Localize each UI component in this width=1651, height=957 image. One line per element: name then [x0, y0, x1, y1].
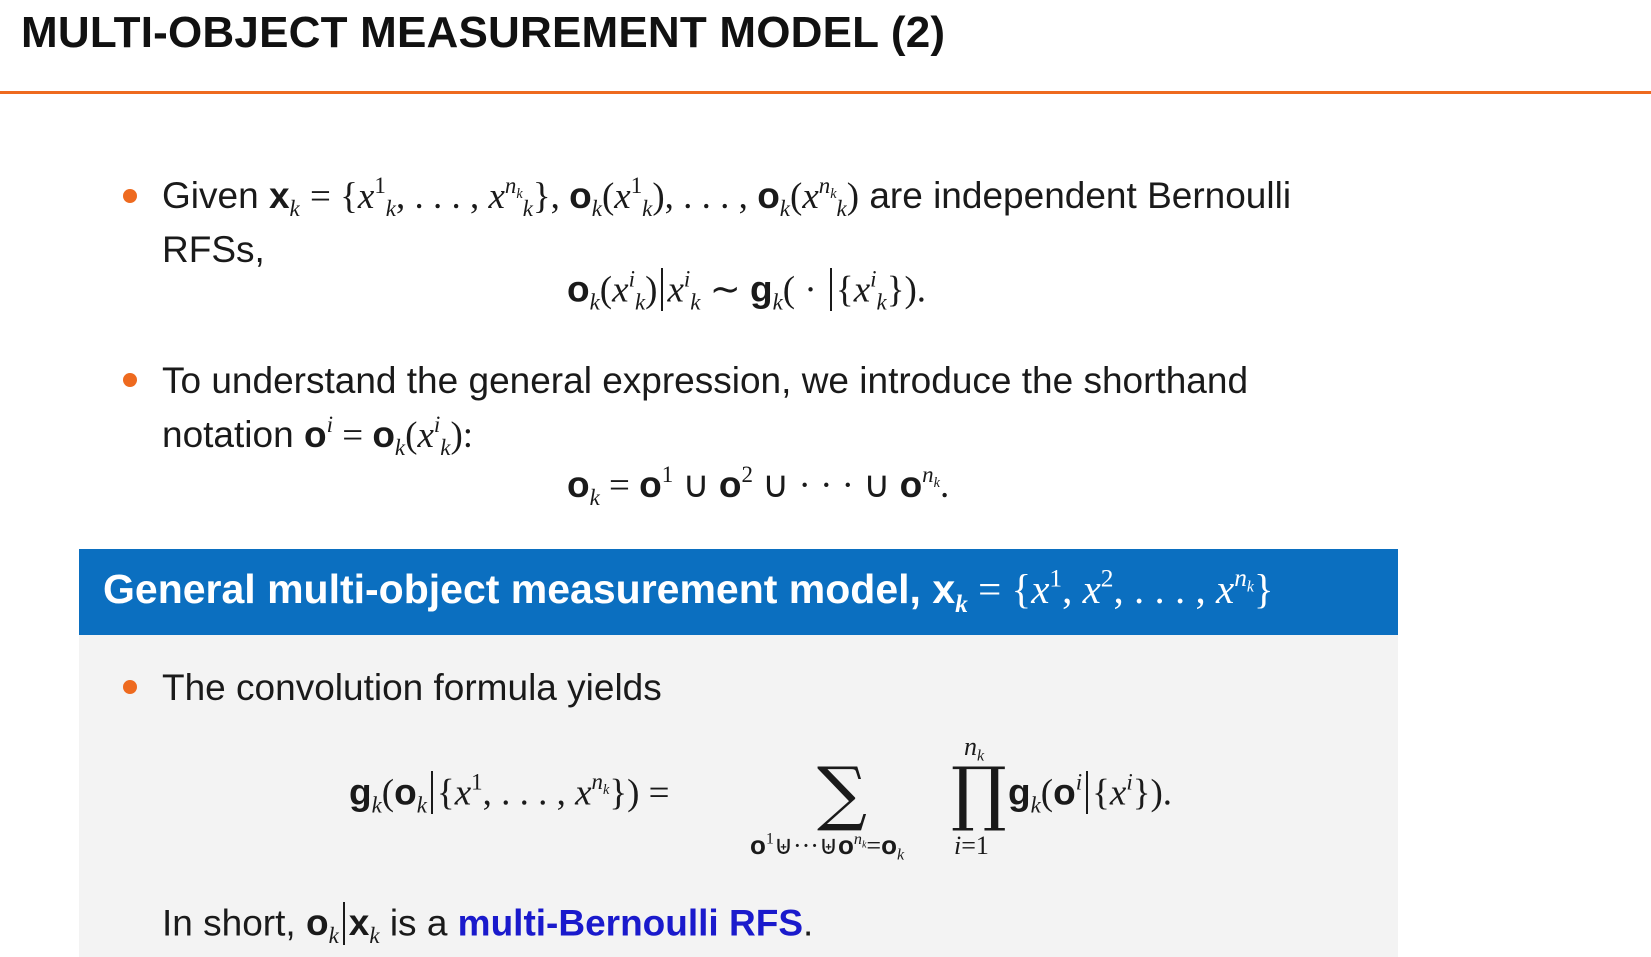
- in-short-math: ok xk: [305, 902, 380, 949]
- bullet-1-math-a: xk = {x1k, . . . , xnkk}, ok(x1k), . . .…: [268, 173, 860, 222]
- model-block-header: General multi-object measurement model, …: [79, 549, 1398, 635]
- in-short-period: .: [803, 902, 814, 944]
- bullet-1-line-1: Given xk = {x1k, . . . , xnkk}, ok(x1k),…: [162, 173, 1292, 222]
- model-block-body: [79, 635, 1398, 957]
- bullet-2-notation: notation: [162, 414, 294, 455]
- in-short-prefix: In short,: [162, 902, 296, 944]
- block-bullet-line: The convolution formula yields: [162, 667, 662, 708]
- model-block-title-math: xk = {x1, x2, . . . , xnk}: [932, 564, 1274, 618]
- bullet-1-given: Given: [162, 175, 259, 216]
- slide-title: MULTI-OBJECT MEASUREMENT MODEL (2): [21, 8, 946, 57]
- bullet-2-math: oi = ok(xik):: [303, 412, 474, 461]
- bullet-2-line-2: notation oi = ok(xik):: [162, 412, 474, 461]
- multi-bernoulli-link[interactable]: multi-Bernoulli RFS: [457, 902, 803, 944]
- convolution-rhs: gk(oi {xi}).: [1008, 769, 1173, 818]
- bullet-2-line-1: To understand the general expression, we…: [162, 360, 1249, 401]
- model-block-title-text: General multi-object measurement model,: [103, 566, 921, 612]
- bullet-1-line-2: RFSs,: [162, 229, 265, 270]
- bullet-dot-2: [123, 373, 137, 387]
- title-divider: [0, 91, 1651, 94]
- bullet-dot-1: [123, 189, 137, 203]
- bullet-dot-3: [123, 680, 137, 694]
- bullet-2-equation: ok = o1 ∪ o2 ∪ · · · ∪ onk.: [567, 462, 950, 511]
- summation-symbol: ∑: [817, 752, 867, 834]
- model-block-title: General multi-object measurement model, …: [103, 564, 1274, 618]
- bullet-1-equation: ok(xik) xik ∼ gk( · {xik}).: [567, 266, 927, 315]
- bullet-1-independent: are independent Bernoulli: [869, 175, 1292, 216]
- summation-limit: o1⊎···⊎onk=ok: [750, 830, 905, 864]
- in-short-is-a: is a: [389, 902, 448, 944]
- in-short-line: In short, ok xk is a multi-Bernoulli RFS.: [162, 902, 814, 949]
- product-symbol: ∏: [951, 752, 1007, 834]
- product-upper-limit: nk: [964, 732, 985, 765]
- convolution-lhs: gk(ok {x1, . . . , xnk}) =: [349, 769, 670, 818]
- product-lower-limit: i=1: [954, 831, 989, 860]
